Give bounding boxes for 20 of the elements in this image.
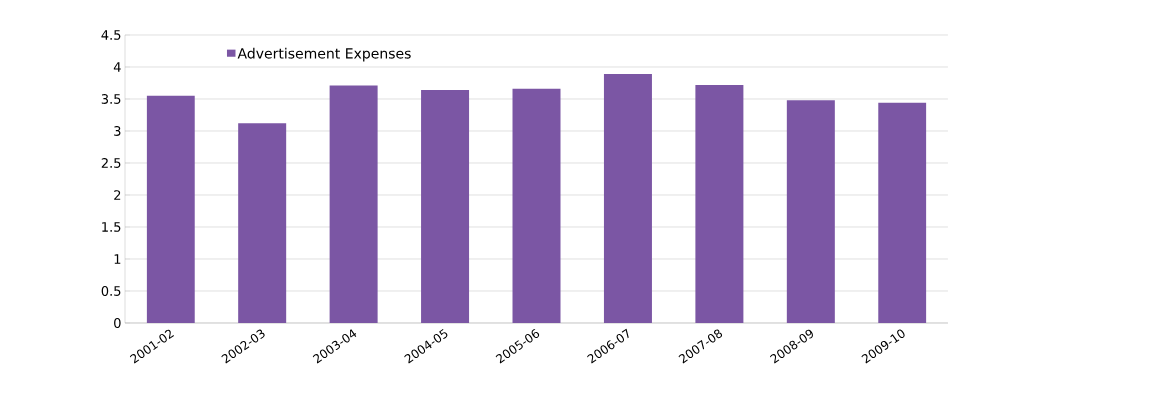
y-tick-label: 2.5 — [101, 158, 121, 168]
bar — [695, 84, 744, 323]
y-tick-label: 2 — [114, 190, 121, 200]
bar — [329, 85, 378, 323]
y-tick-label: 4 — [113, 62, 121, 72]
y-tick-label: 0.5 — [101, 286, 121, 296]
y-tick-label: 3 — [114, 126, 121, 136]
y-tick-label: 1.5 — [102, 222, 121, 232]
bar — [878, 102, 927, 323]
y-tick-label: 0 — [114, 318, 121, 328]
bar — [238, 123, 287, 323]
y-tick-label: 3.5 — [101, 94, 121, 104]
bar — [786, 100, 835, 323]
legend-label: Advertisement Expenses — [237, 47, 411, 62]
bar — [421, 90, 470, 323]
y-tick-label: 4.5 — [101, 30, 121, 40]
bar — [146, 95, 195, 323]
bar — [603, 74, 652, 323]
bar — [512, 88, 561, 323]
y-tick-label: 1 — [114, 254, 121, 264]
